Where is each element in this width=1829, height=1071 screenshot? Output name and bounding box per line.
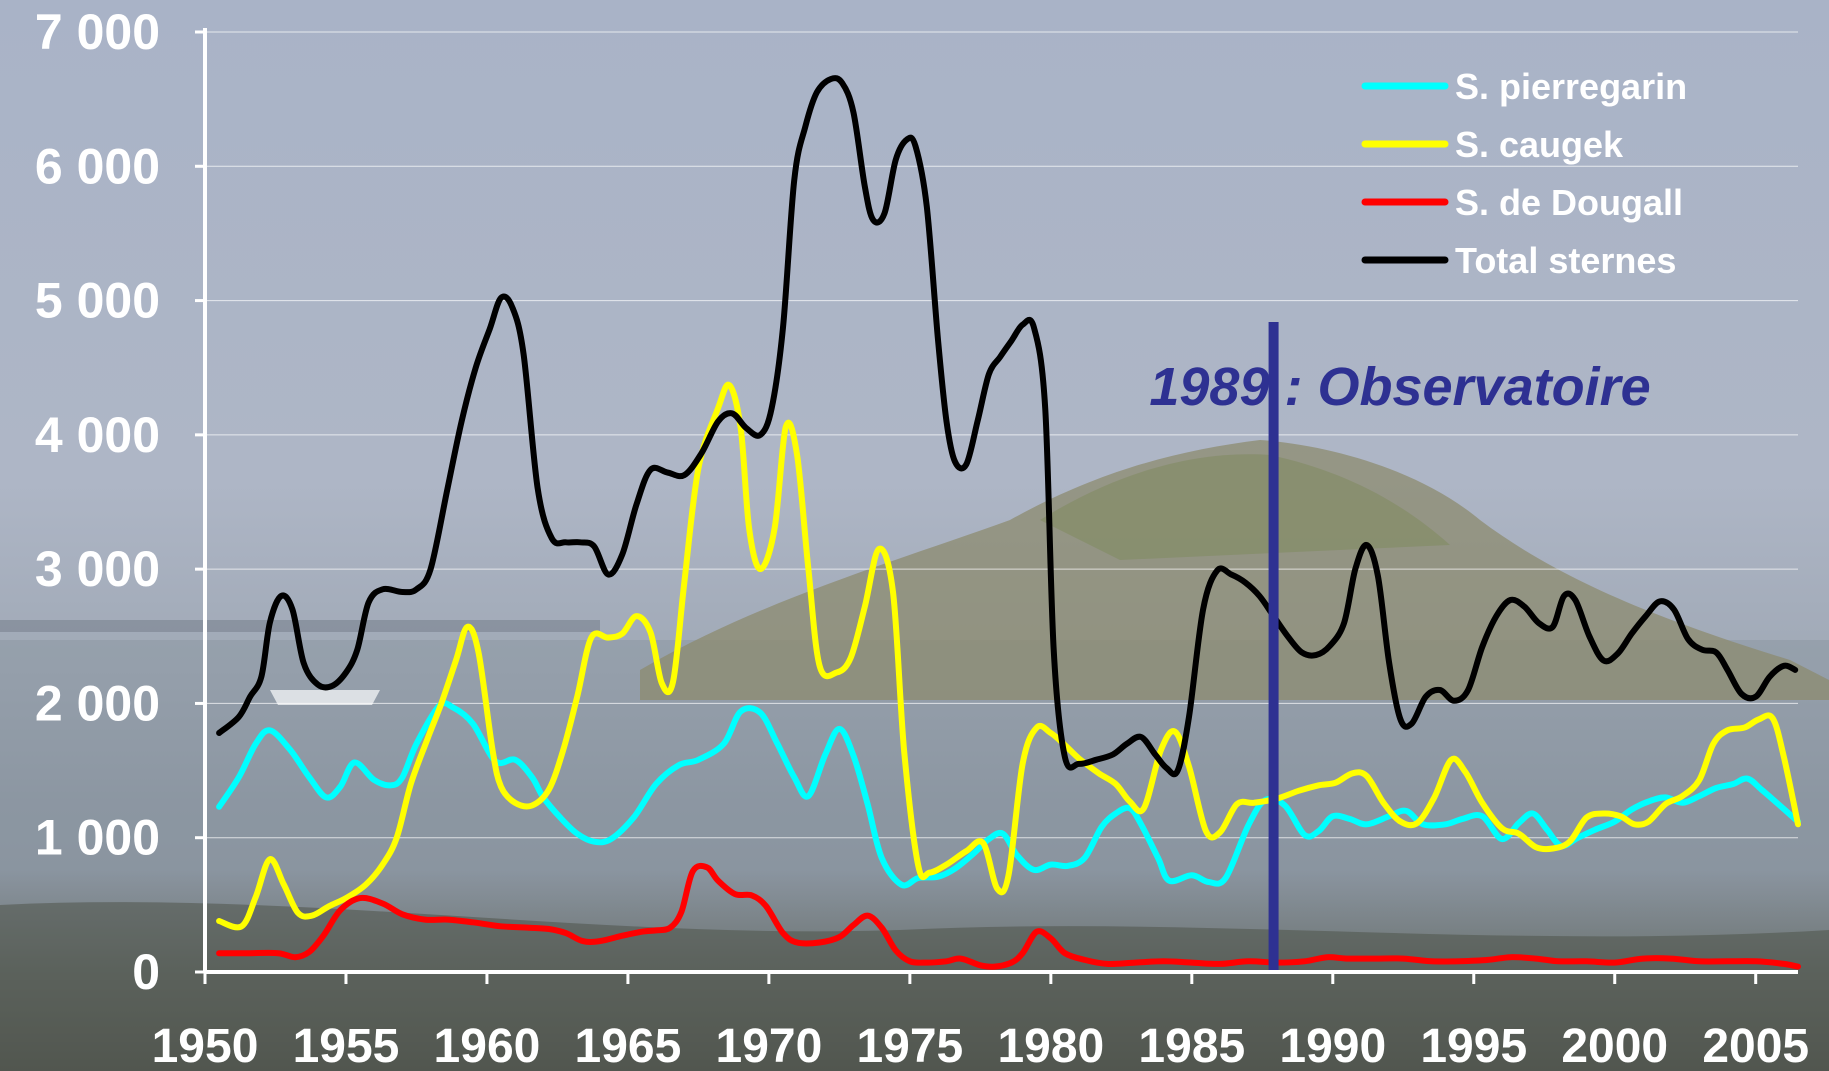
observatory-annotation: 1989 : Observatoire [1149, 322, 1651, 970]
legend-label: S. de Dougall [1455, 182, 1683, 223]
x-tick-label: 1950 [152, 1020, 259, 1071]
y-tick-label: 7 000 [35, 4, 160, 60]
legend-label: S. pierregarin [1455, 66, 1687, 107]
series-line-s-caugek [216, 381, 1801, 931]
x-tick-label: 2000 [1561, 1020, 1668, 1071]
annotation-text: 1989 : Observatoire [1149, 357, 1650, 417]
y-tick-label: 1 000 [35, 810, 160, 866]
x-tick-label: 1975 [856, 1020, 963, 1071]
axes [195, 28, 1798, 984]
series-line-s-pierregarin [216, 700, 1801, 889]
y-tick-label: 6 000 [35, 138, 160, 194]
y-axis-tick-labels: 0 1 000 2 000 3 000 4 000 5 000 6 000 7 000 [35, 4, 160, 1000]
x-tick-label: 1995 [1420, 1020, 1527, 1071]
x-tick-label: 1985 [1138, 1020, 1245, 1071]
series-line-s-de-dougall [216, 862, 1801, 970]
gridlines [205, 31, 1798, 839]
x-tick-label: 1990 [1279, 1020, 1386, 1071]
series-lines [216, 75, 1801, 970]
x-tick-label: 1955 [293, 1020, 400, 1071]
legend: S. pierregarin S. caugek S. de Dougall Tota… [1361, 66, 1687, 281]
y-tick-label: 2 000 [35, 675, 160, 731]
x-tick-label: 2005 [1702, 1020, 1809, 1071]
x-tick-label: 1970 [716, 1020, 823, 1071]
y-tick-label: 0 [132, 944, 160, 1000]
series-line-total-sternes [216, 75, 1799, 778]
legend-label: Total sternes [1455, 240, 1676, 281]
y-tick-label: 3 000 [35, 541, 160, 597]
y-tick-label: 5 000 [35, 273, 160, 329]
y-tick-label: 4 000 [35, 407, 160, 463]
x-tick-label: 1980 [997, 1020, 1104, 1071]
legend-label: S. caugek [1455, 124, 1624, 165]
x-axis-tick-labels: 1950 1955 1960 1965 1970 1975 1980 1985 1990 1995… [152, 1020, 1809, 1071]
x-tick-label: 1965 [575, 1020, 682, 1071]
x-tick-label: 1960 [434, 1020, 541, 1071]
